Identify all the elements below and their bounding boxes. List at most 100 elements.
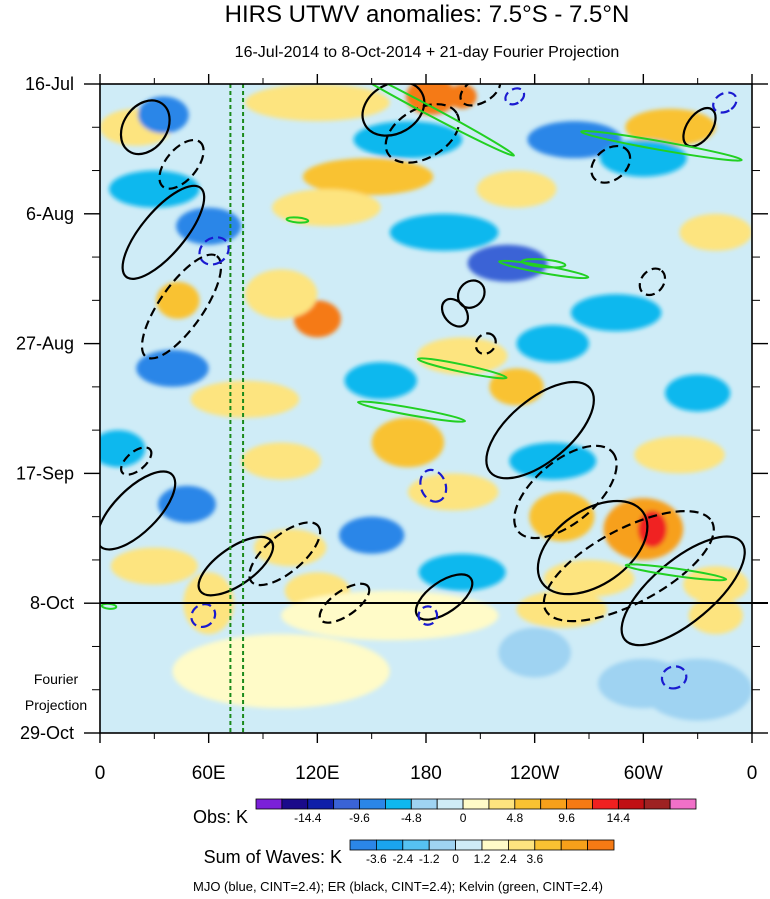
x-tick-label: 60E bbox=[192, 763, 226, 784]
er-contour bbox=[638, 267, 667, 297]
colorbar-level-label: 1.2 bbox=[474, 852, 491, 866]
obs-colorbar: Obs: K -14.4 -9.6 -4.8 0 4.8 9.6 14.4 bbox=[193, 798, 697, 827]
colorbar-level-label: -2.4 bbox=[392, 852, 413, 866]
colorbar-level-label: -9.6 bbox=[349, 811, 370, 825]
er-contour bbox=[121, 184, 206, 280]
x-tick-label: 0 bbox=[95, 763, 106, 784]
anomaly-blob bbox=[516, 325, 589, 363]
anomaly-blob bbox=[516, 590, 608, 628]
colorbar-swatch bbox=[587, 839, 615, 851]
anomaly-blob bbox=[339, 516, 405, 554]
anomaly-blob bbox=[679, 213, 752, 251]
colorbar-level-label: 0 bbox=[460, 811, 467, 825]
colorbar-swatch bbox=[281, 798, 309, 810]
colorbar-level-label: 9.6 bbox=[558, 811, 575, 825]
er-contour bbox=[384, 103, 461, 164]
anomaly-blob bbox=[244, 84, 390, 122]
anomaly-blob bbox=[109, 170, 200, 208]
anomaly-blob bbox=[371, 417, 445, 468]
colorbar-swatch bbox=[617, 798, 645, 810]
x-tick-label: 60W bbox=[624, 763, 663, 784]
anomaly-blob bbox=[406, 84, 457, 115]
colorbar-swatch bbox=[385, 798, 412, 810]
kelvin-contour bbox=[521, 258, 567, 269]
anomaly-blob bbox=[683, 566, 749, 604]
kelvin-contour bbox=[416, 357, 508, 380]
colorbar-swatch bbox=[436, 798, 464, 810]
er-contour bbox=[485, 380, 595, 480]
er-contour bbox=[158, 138, 205, 190]
colorbar-level-label: 4.8 bbox=[506, 811, 523, 825]
anomaly-blob bbox=[447, 84, 477, 109]
y-tick-label: 17-Sep bbox=[16, 463, 74, 483]
colorbar-swatch bbox=[307, 798, 335, 810]
er-contour bbox=[542, 509, 715, 623]
colorbar-swatch bbox=[375, 839, 404, 851]
y-tick-label: 27-Aug bbox=[16, 334, 74, 354]
anomaly-blob bbox=[100, 430, 146, 468]
colorbar-level-label: -1.2 bbox=[419, 852, 440, 866]
legend-footer: MJO (blue, CINT=2.4); ER (black, CINT=2.… bbox=[193, 879, 603, 894]
er-contour bbox=[513, 444, 618, 540]
anomaly-blob bbox=[136, 349, 209, 387]
anomaly-blob bbox=[241, 442, 321, 480]
er-contour bbox=[197, 535, 275, 597]
x-tick-label: 0 bbox=[747, 763, 758, 784]
colorbar-swatch bbox=[349, 839, 377, 851]
colorbar-swatch bbox=[333, 798, 360, 810]
er-contour bbox=[414, 573, 474, 621]
mjo-contour bbox=[190, 603, 217, 629]
x-tick-label: 180 bbox=[410, 763, 442, 784]
colorbar-swatch bbox=[428, 839, 457, 851]
anomaly-blob bbox=[110, 547, 198, 585]
colorbar-swatch bbox=[540, 798, 567, 810]
colorbar-level-label: 3.6 bbox=[526, 852, 543, 866]
y-tick-label: 16-Jul bbox=[25, 74, 74, 94]
mjo-contour bbox=[660, 665, 688, 690]
kelvin-contour bbox=[624, 563, 728, 582]
anomaly-blob bbox=[527, 121, 622, 159]
anomaly-blob bbox=[138, 96, 189, 134]
anomaly-blob bbox=[634, 436, 725, 474]
y-tick-label: 8-Oct bbox=[30, 593, 74, 613]
colorbar-swatch bbox=[462, 798, 490, 810]
er-contour bbox=[248, 521, 322, 587]
kelvin-contour bbox=[498, 259, 590, 280]
anomaly-blob bbox=[172, 634, 390, 709]
colorbar-swatch bbox=[410, 798, 438, 810]
anomaly-blob bbox=[353, 121, 463, 159]
anomaly-blob bbox=[476, 170, 557, 208]
anomaly-blob bbox=[389, 213, 499, 251]
waves-colorbar-label: Sum of Waves: K bbox=[204, 847, 342, 867]
anomaly-blob bbox=[176, 207, 242, 245]
er-contour bbox=[361, 84, 426, 137]
mjo-contour bbox=[417, 605, 439, 626]
colorbar-swatch bbox=[669, 798, 697, 810]
colorbar-level-label: -3.6 bbox=[366, 852, 387, 866]
anomaly-blob bbox=[529, 491, 595, 542]
colorbar-swatch bbox=[507, 839, 536, 851]
anomaly-blob bbox=[190, 380, 300, 418]
colorbar-level-label: 0 bbox=[452, 852, 459, 866]
colorbar-level-label: -14.4 bbox=[294, 811, 322, 825]
colorbar-swatch bbox=[359, 798, 386, 810]
anomaly-blob bbox=[599, 139, 687, 177]
mjo-contour bbox=[712, 91, 738, 114]
kelvin-contour bbox=[580, 130, 743, 162]
anomaly-blob bbox=[543, 559, 635, 598]
anomaly-blob bbox=[643, 658, 752, 721]
er-contour bbox=[456, 279, 486, 309]
wave-contours bbox=[100, 84, 746, 690]
anomaly-blob bbox=[244, 269, 318, 319]
colorbar-swatch bbox=[402, 839, 430, 851]
colorbar-level-label: -4.8 bbox=[401, 811, 422, 825]
mjo-contour bbox=[198, 236, 230, 266]
colorbar-swatch bbox=[592, 798, 619, 810]
colorbar-swatch bbox=[560, 839, 589, 851]
er-contour bbox=[140, 253, 223, 360]
x-tick-label: 120E bbox=[295, 763, 339, 784]
colorbar-level-label: 14.4 bbox=[607, 811, 631, 825]
anomaly-blob bbox=[509, 442, 597, 480]
anomaly-blob bbox=[665, 374, 731, 412]
obs-colorbar-label: Obs: K bbox=[193, 807, 248, 827]
